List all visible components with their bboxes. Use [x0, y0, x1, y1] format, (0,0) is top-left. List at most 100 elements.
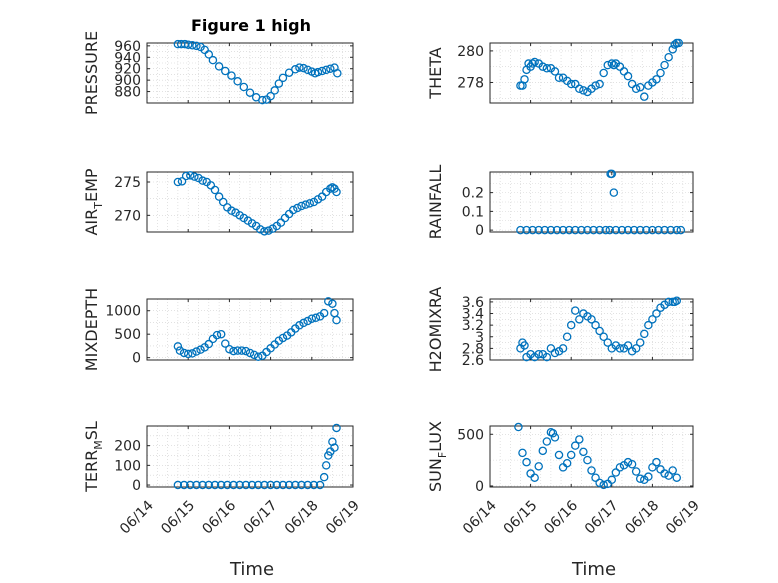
data-point [278, 333, 288, 343]
data-point [611, 468, 621, 477]
data-point [330, 443, 339, 452]
data-point [583, 225, 592, 235]
x-tick-label: 06/19 [323, 498, 363, 538]
data-point [239, 82, 249, 92]
data-point [534, 462, 543, 471]
axes-box [146, 298, 354, 361]
data-point [173, 342, 183, 351]
data-point [297, 480, 306, 490]
data-point [635, 474, 645, 483]
data-point [579, 86, 588, 95]
data-point [245, 348, 255, 358]
y-tick-label: 0.2 [462, 186, 484, 202]
data-point [247, 480, 257, 490]
data-point [241, 346, 251, 356]
y-axis-label: MIXDEPTH [82, 288, 101, 371]
data-point [670, 40, 679, 49]
data-point [319, 308, 329, 318]
data-point [676, 225, 686, 235]
y-tick-label: 2.8 [462, 341, 484, 357]
data-point [542, 352, 552, 362]
axes-box [489, 42, 694, 104]
data-point [644, 472, 653, 481]
data-point [660, 60, 669, 70]
data-point [664, 297, 673, 307]
data-point [198, 480, 207, 490]
data-point [603, 338, 612, 347]
data-point [617, 225, 627, 235]
data-point [664, 471, 673, 480]
data-point [599, 480, 608, 490]
data-point [264, 226, 273, 235]
data-point [319, 472, 329, 482]
axes-box [146, 171, 354, 233]
y-axis-label: SUNFLUX [426, 421, 449, 492]
data-point [589, 225, 598, 235]
subplot-8: 0 500 SUNFLUX 06/14 06/15 06/16 06/17 06/18 06/1… [426, 421, 703, 537]
data-point [328, 183, 337, 192]
data-point [183, 349, 193, 359]
y-tick-label: 880 [114, 85, 141, 101]
data-point [276, 218, 286, 227]
data-point [216, 480, 226, 490]
data-point [644, 320, 653, 330]
data-point [293, 203, 302, 213]
subplot-2: 278 280 THETA [426, 38, 694, 104]
x-tick-label: 06/16 [541, 498, 581, 538]
data-point [175, 346, 185, 355]
data-point [313, 67, 323, 77]
data-point [315, 480, 325, 490]
x-tick-label: 06/17 [582, 498, 622, 538]
data-point [305, 199, 314, 208]
data-point [534, 349, 543, 359]
data-point [648, 315, 657, 324]
data-point [599, 332, 608, 342]
data-point [619, 67, 629, 76]
data-point [258, 95, 267, 105]
data-point [552, 225, 562, 235]
data-point [566, 79, 576, 89]
data-point [548, 428, 558, 438]
data-point [540, 225, 550, 235]
data-point [518, 448, 527, 458]
axes-box [146, 425, 354, 488]
data-point [311, 313, 321, 323]
data-point [291, 480, 300, 490]
data-point [605, 225, 615, 235]
data-point [583, 455, 592, 465]
data-point [591, 473, 600, 482]
axes-box [489, 425, 694, 488]
data-point [554, 73, 564, 82]
x-tick-label: 06/15 [501, 498, 541, 538]
data-point [208, 55, 218, 65]
x-axis-label-right: Time [571, 559, 616, 580]
data-point [522, 225, 531, 235]
data-point [575, 84, 584, 94]
data-point [609, 60, 619, 70]
data-point [601, 225, 610, 235]
y-tick-label: 275 [114, 175, 141, 191]
data-point [631, 344, 641, 353]
data-point [235, 480, 244, 490]
data-point [660, 469, 669, 478]
data-point [514, 422, 523, 432]
data-point [196, 345, 205, 354]
y-axis-label: PRESSURE [82, 31, 101, 115]
y-tick-label: 200 [114, 439, 141, 455]
y-tick-label: 2.6 [462, 353, 484, 369]
data-point [635, 225, 645, 235]
data-point [623, 341, 633, 350]
data-point [210, 185, 220, 195]
data-point [299, 63, 308, 73]
data-point [652, 309, 661, 318]
y-axis-label: TERRMSL [82, 421, 105, 493]
data-point [648, 225, 657, 235]
y-tick-label: 500 [114, 327, 141, 343]
axes-box [489, 298, 694, 361]
data-point [579, 447, 588, 457]
data-point [253, 352, 263, 361]
y-axis-label: THETA [426, 47, 445, 99]
data-point [550, 433, 560, 442]
data-point [192, 41, 201, 51]
data-point [284, 68, 294, 77]
